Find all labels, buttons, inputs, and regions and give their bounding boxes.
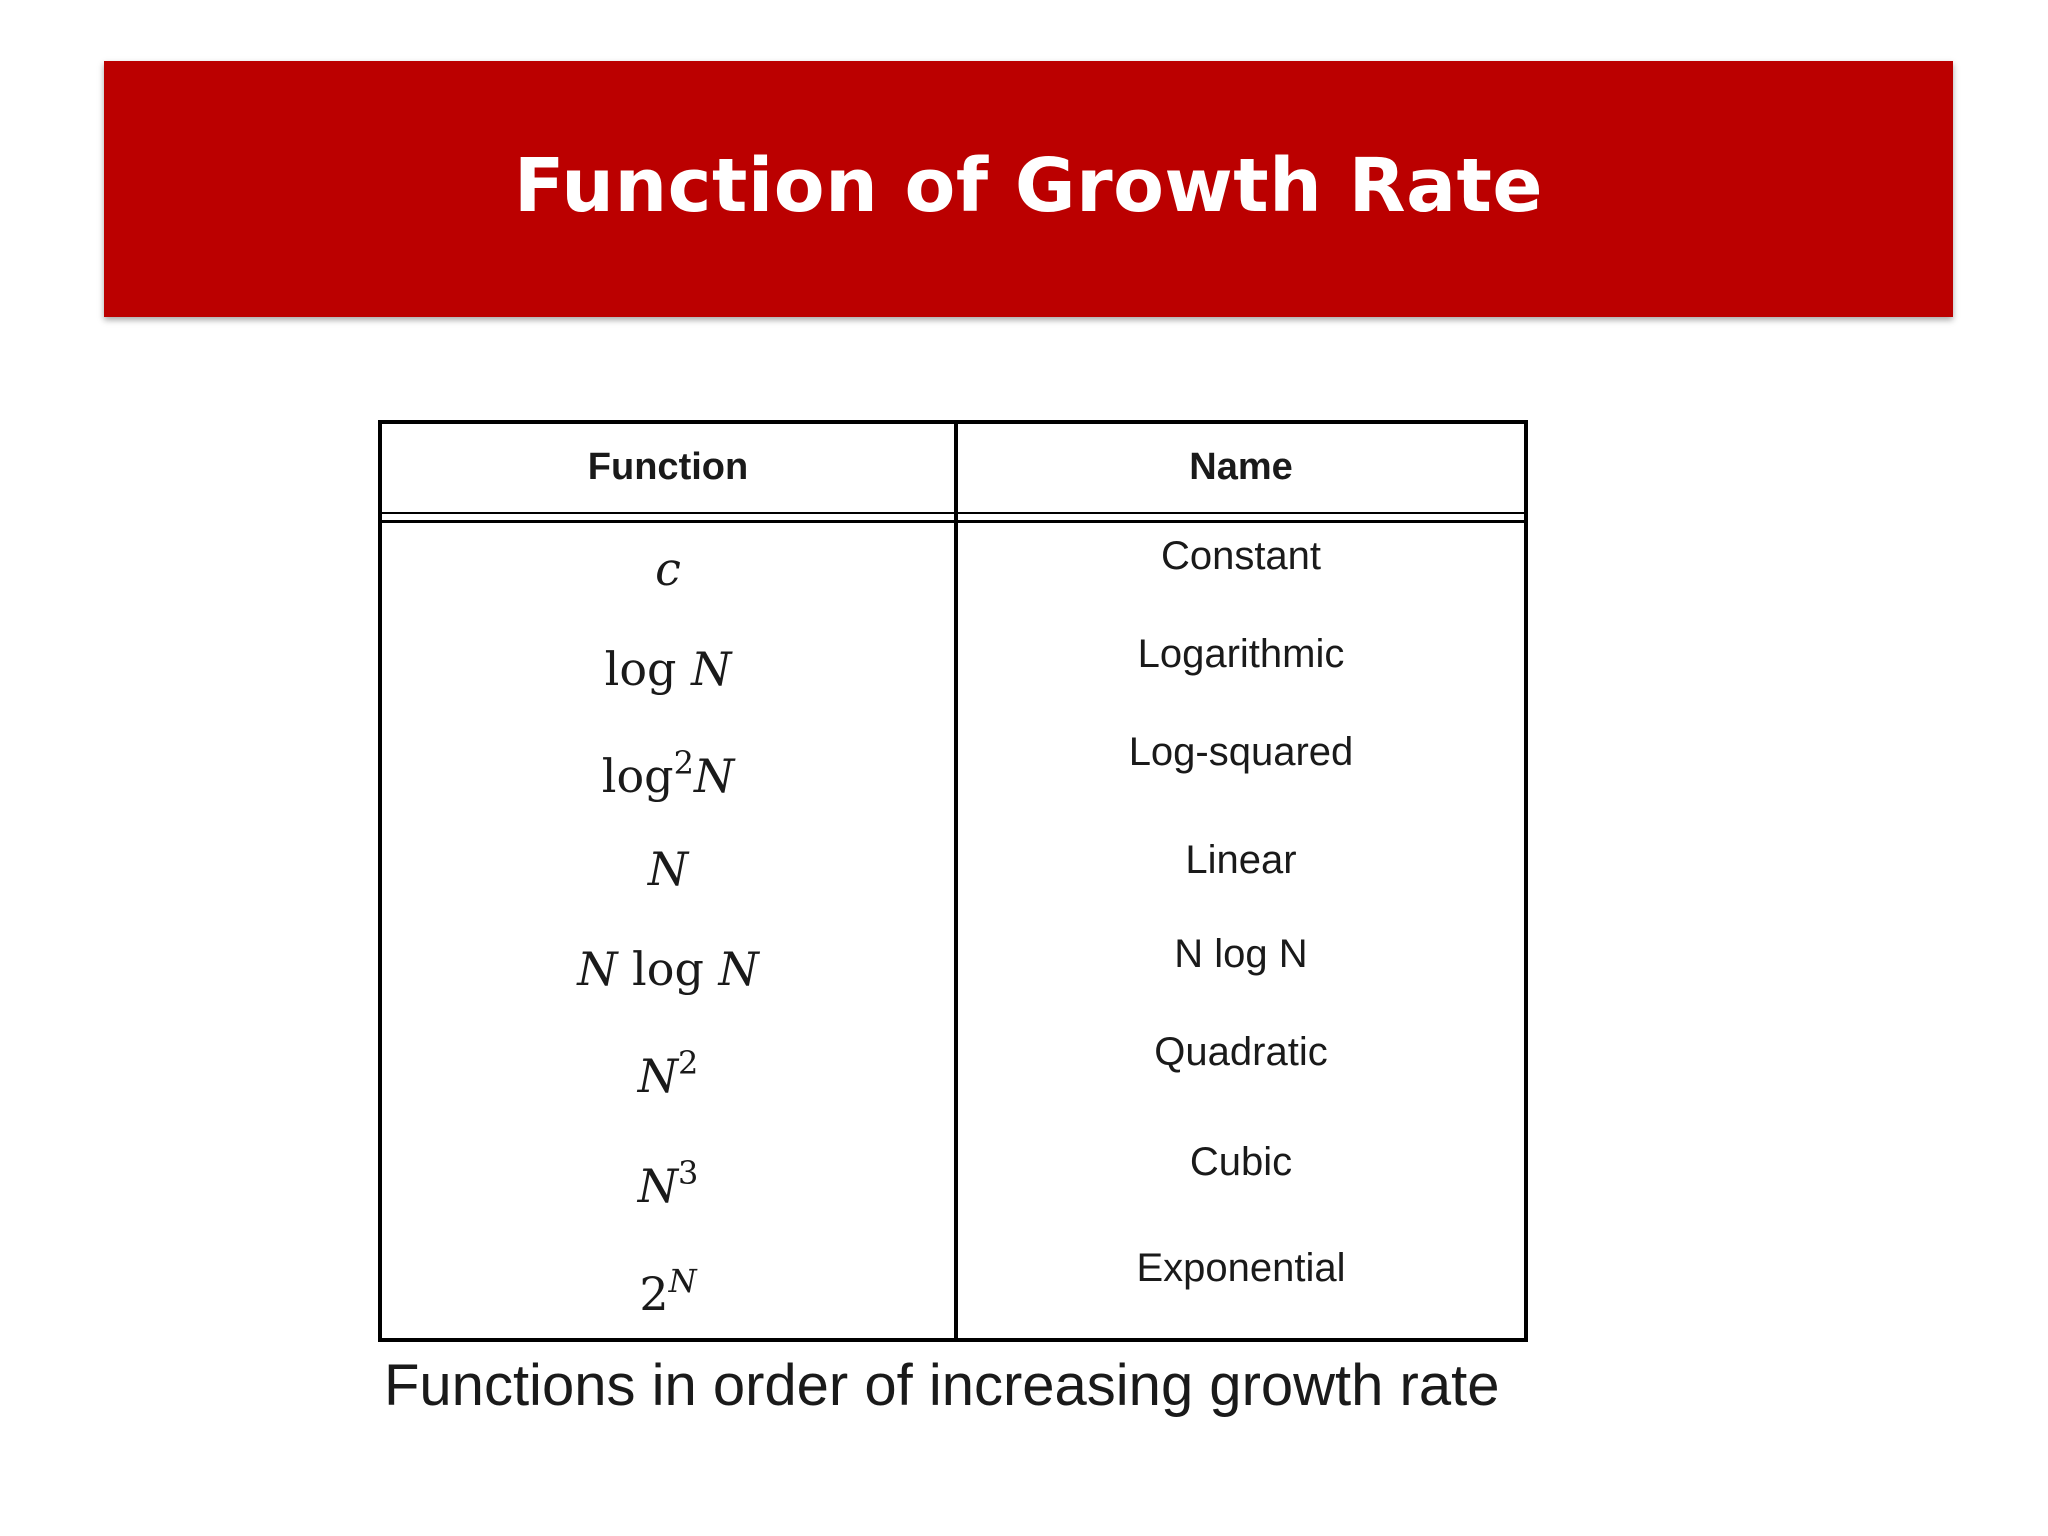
table-cell-name: Constant: [1160, 534, 1322, 578]
table-cell-name: Log-squared: [1128, 730, 1354, 774]
table-cell-function: N: [647, 842, 689, 896]
growth-rate-table: Function Name c log N log2N N N log N N2…: [378, 420, 1528, 1342]
table-cell-function: log2N: [601, 744, 735, 803]
column-divider: [954, 424, 958, 1338]
table-cell-function: N log N: [577, 942, 759, 996]
title-banner: Function of Growth Rate: [104, 61, 1953, 317]
header-rule-double: [382, 520, 1524, 523]
table-caption: Functions in order of increasing growth …: [384, 1353, 1500, 1418]
table-cell-name: Quadratic: [1154, 1030, 1328, 1074]
table-cell-function: N3: [637, 1154, 699, 1213]
table-cell-name: Exponential: [1136, 1246, 1346, 1290]
page-title: Function of Growth Rate: [513, 143, 1544, 229]
table-cell-function: N2: [637, 1044, 699, 1103]
table-cell-name: Cubic: [1189, 1140, 1293, 1184]
column-header-name: Name: [1189, 446, 1293, 488]
header-rule: [382, 512, 1524, 514]
table-cell-function: c: [655, 542, 681, 596]
table-cell-name: N log N: [1174, 932, 1308, 976]
table-cell-name: Linear: [1185, 838, 1297, 882]
table-cell-function: 2N: [639, 1262, 697, 1321]
table-cell-function: log N: [604, 642, 732, 696]
table-cell-name: Logarithmic: [1137, 632, 1345, 676]
column-header-function: Function: [587, 446, 749, 488]
